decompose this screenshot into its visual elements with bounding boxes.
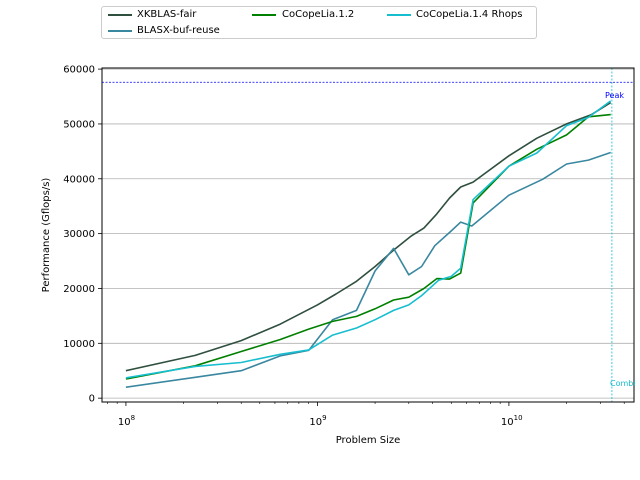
legend-label-cocopelia-1-4-rhops: CoCopeLia.1.4 Rhops <box>416 9 523 20</box>
y-tick-label-4: 40000 <box>63 174 95 185</box>
legend-label-xkblas-fair: XKBLAS-fair <box>137 9 197 20</box>
grid <box>102 68 634 399</box>
legend-swatch-blasx-buf-reuse <box>108 30 132 32</box>
reference-lines <box>102 68 634 402</box>
legend-swatch-xkblas-fair <box>108 14 132 16</box>
series-line-xkblas-fair <box>125 101 612 372</box>
combi-label: Combi <box>610 379 636 388</box>
legend-label-cocopelia-1-2: CoCopeLia.1.2 <box>282 9 355 20</box>
series-line-blasx-buf-reuse <box>125 151 611 388</box>
x-tick-label-1: 109 <box>309 414 326 428</box>
y-tick-label-3: 30000 <box>63 229 95 240</box>
axis-ticks: 0 10000 20000 30000 40000 50000 60000 108 109 101… <box>63 65 625 428</box>
y-tick-label-5: 50000 <box>63 119 95 130</box>
y-tick-label-2: 20000 <box>63 284 95 295</box>
reference-labels: Peak Combi <box>605 91 636 388</box>
legend: XKBLAS-fair BLASX-buf-reuse CoCopeLia.1.… <box>101 6 537 39</box>
series-line-cocopelia-1-4-rhops <box>125 100 612 379</box>
y-tick-label-6: 60000 <box>63 65 95 76</box>
peak-label: Peak <box>605 91 624 100</box>
legend-label-blasx-buf-reuse: BLASX-buf-reuse <box>137 25 220 36</box>
legend-swatch-cocopelia-1-2 <box>252 14 276 16</box>
y-tick-label-1: 10000 <box>63 339 95 350</box>
x-axis-label: Problem Size <box>336 435 401 446</box>
plot-frame <box>101 67 635 403</box>
x-tick-label-0: 108 <box>118 414 135 428</box>
series-line-cocopelia-1-2 <box>125 113 611 380</box>
series-lines <box>125 100 612 388</box>
y-tick-label-0: 0 <box>89 394 95 405</box>
x-tick-label-2: 1010 <box>501 414 523 428</box>
y-axis-label: Performance (Gflops/s) <box>41 178 52 293</box>
legend-swatch-cocopelia-1-4-rhops <box>387 14 411 16</box>
